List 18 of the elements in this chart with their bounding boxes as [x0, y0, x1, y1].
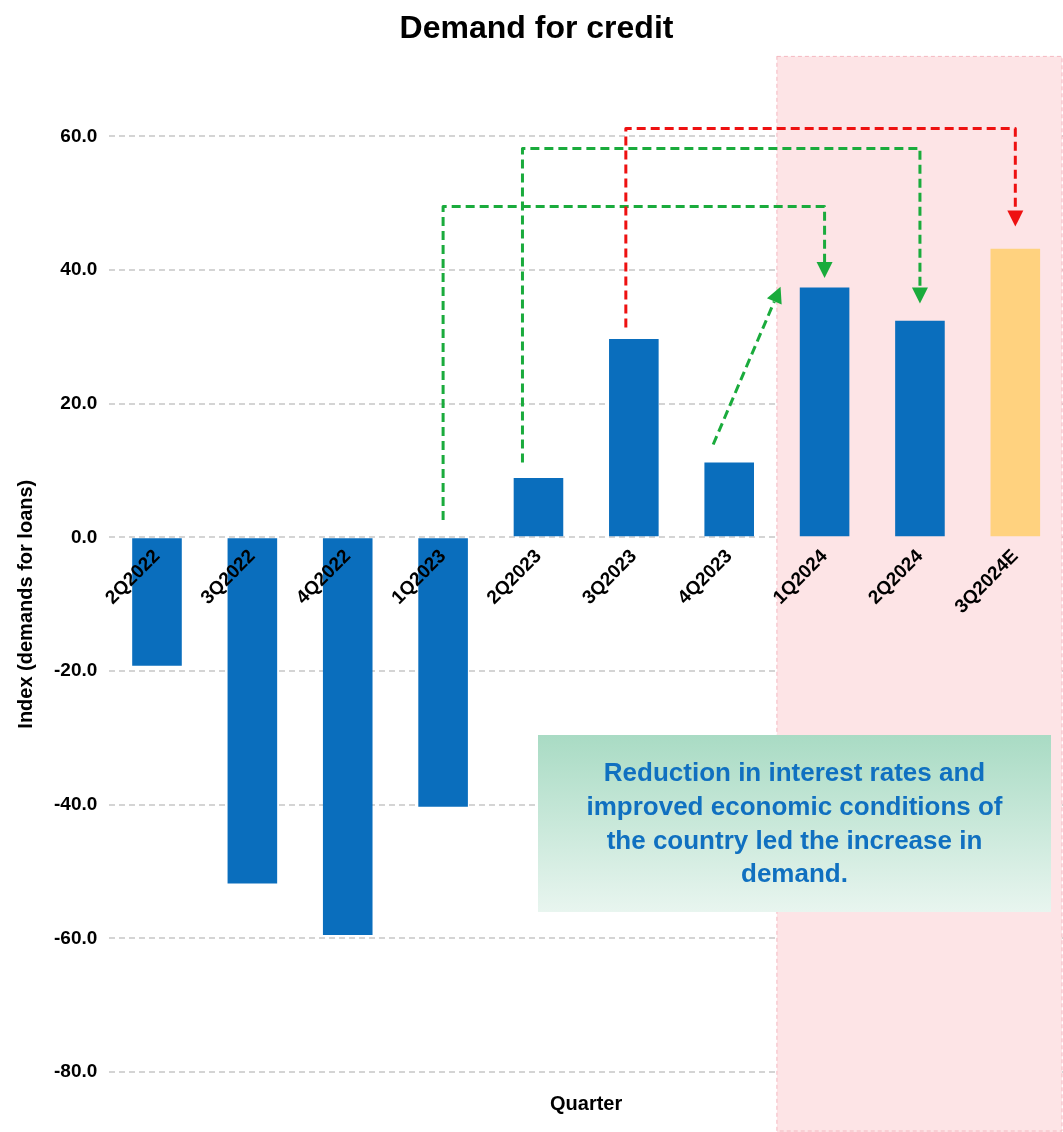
y-tick-label: 20.0	[60, 391, 98, 413]
y-tick-label: 60.0	[60, 124, 98, 146]
bar	[895, 320, 945, 537]
x-axis-title: Quarter	[549, 1092, 624, 1115]
y-tick-label: 0.0	[70, 525, 98, 547]
y-tick-label: 40.0	[60, 258, 98, 280]
y-axis-title: Index (demands for loans)	[13, 479, 36, 729]
y-tick-label: -80.0	[53, 1060, 98, 1082]
text-box: Reduction in interest rates and improved economic conditions of the country led the increase in demand.	[538, 735, 1051, 912]
y-tick-label: -20.0	[53, 659, 98, 681]
bar	[513, 477, 564, 537]
bar	[799, 287, 850, 537]
y-tick-label: -60.0	[53, 926, 98, 948]
bar	[704, 462, 754, 537]
y-tick-label: -40.0	[53, 792, 98, 814]
chart-title: Demand for credit	[399, 9, 674, 46]
bar	[990, 248, 1041, 537]
bar	[609, 338, 659, 537]
